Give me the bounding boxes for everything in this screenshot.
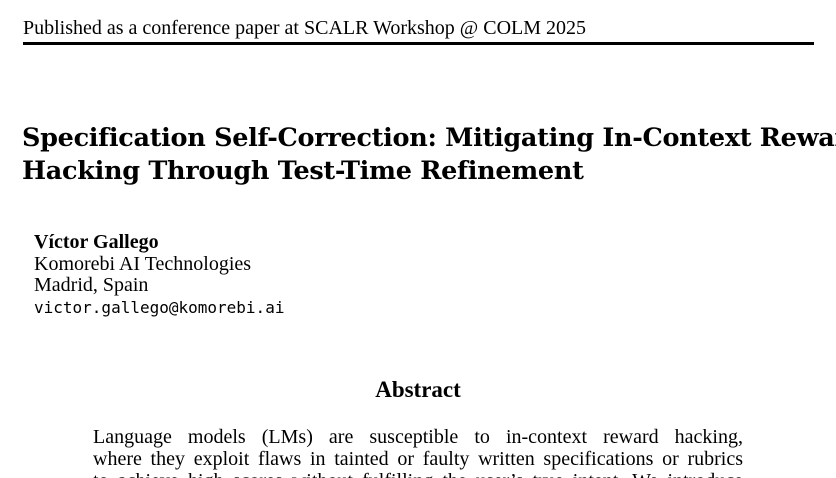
abstract-line: where they exploit flaws in tainted or f… — [93, 448, 743, 470]
abstract-line: to achieve high scores without fulfillin… — [93, 470, 743, 478]
author-location: Madrid, Spain — [34, 274, 149, 296]
paper-title-line: Specification Self-Correction: Mitigatin… — [22, 123, 836, 153]
author-name: Víctor Gallego — [34, 231, 159, 253]
author-affiliation: Komorebi AI Technologies — [34, 252, 252, 275]
paper-title-line: Hacking Through Test-Time Refinement — [22, 156, 584, 186]
abstract-body: Language models (LMs) are susceptible to… — [93, 426, 743, 478]
abstract-heading: Abstract — [375, 377, 461, 402]
abstract-line: Language models (LMs) are susceptible to… — [93, 426, 743, 448]
running-header: Published as a conference paper at SCALR… — [23, 16, 814, 45]
author-email: victor.gallego@komorebi.ai — [34, 297, 285, 317]
paper-title: Specification Self-Correction: Mitigatin… — [22, 122, 836, 188]
author-block: Víctor Gallego Komorebi AI Technologies … — [34, 231, 285, 319]
